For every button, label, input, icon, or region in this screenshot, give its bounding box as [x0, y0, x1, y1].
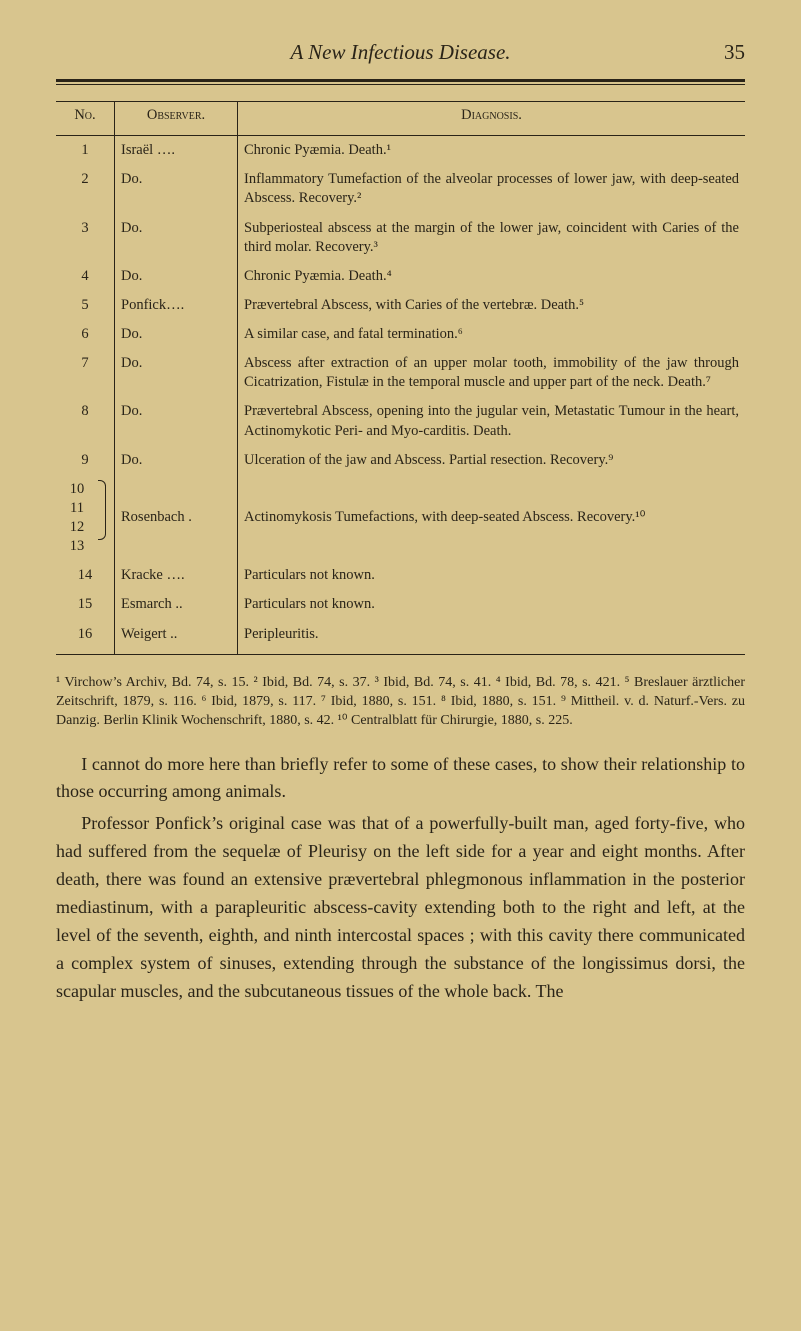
cell-observer: Do.	[115, 262, 238, 291]
cell-diagnosis: Peripleuritis.	[238, 620, 746, 655]
cell-observer: Do.	[115, 349, 238, 397]
table-row: 15 Esmarch .. Particulars not known.	[56, 590, 745, 619]
cell-no: 3	[56, 214, 115, 262]
cell-observer: Do.	[115, 320, 238, 349]
table-row: 14 Kracke …. Particulars not known.	[56, 561, 745, 590]
cell-no: 16	[56, 620, 115, 655]
cell-observer: Kracke ….	[115, 561, 238, 590]
cell-diagnosis: Subperiosteal abscess at the margin of t…	[238, 214, 746, 262]
cell-observer: Do.	[115, 165, 238, 213]
table-row: 16 Weigert .. Peripleuritis.	[56, 620, 745, 655]
rule-top-thick	[56, 79, 745, 82]
cell-diagnosis: Chronic Pyæmia. Death.¹	[238, 136, 746, 166]
table-row: 7 Do. Abscess after extraction of an upp…	[56, 349, 745, 397]
cell-observer: Do.	[115, 214, 238, 262]
cell-no: 10 11 12 13	[56, 475, 92, 562]
cell-observer: Weigert ..	[115, 620, 238, 655]
cell-diagnosis: Inflammatory Tumefaction of the alveolar…	[238, 165, 746, 213]
table-row: 6 Do. A similar case, and fatal terminat…	[56, 320, 745, 349]
cell-no: 15	[56, 590, 115, 619]
running-title: A New Infectious Disease.	[96, 40, 705, 65]
page-number: 35	[705, 40, 745, 65]
cell-no: 1	[56, 136, 115, 166]
bracket-icon	[92, 475, 115, 562]
table-row: 1 Israël …. Chronic Pyæmia. Death.¹	[56, 136, 745, 166]
cell-observer: Rosenbach .	[115, 475, 238, 562]
cell-no: 8	[56, 397, 115, 445]
cell-no: 5	[56, 291, 115, 320]
table-row: 3 Do. Subperiosteal abscess at the margi…	[56, 214, 745, 262]
col-observer: Observer.	[115, 102, 238, 136]
running-head: A New Infectious Disease. 35	[56, 40, 745, 65]
table-row: 5 Ponfick…. Prævertebral Abscess, with C…	[56, 291, 745, 320]
table-header-row: No. Observer. Diagnosis.	[56, 102, 745, 136]
cell-observer: Do.	[115, 397, 238, 445]
paragraph-2: Professor Ponfick’s original case was th…	[56, 810, 745, 1005]
curly-bracket	[98, 480, 106, 540]
bracket-no-12: 12	[62, 518, 92, 537]
diagnosis-table: No. Observer. Diagnosis. 1 Israël …. Chr…	[56, 101, 745, 655]
rule-top-thin	[56, 84, 745, 85]
table-row: 4 Do. Chronic Pyæmia. Death.⁴	[56, 262, 745, 291]
cell-observer: Ponfick….	[115, 291, 238, 320]
cell-diagnosis: Prævertebral Abscess, opening into the j…	[238, 397, 746, 445]
bracket-no-11: 11	[62, 499, 92, 518]
cell-no: 2	[56, 165, 115, 213]
cell-diagnosis: Ulceration of the jaw and Abscess. Parti…	[238, 446, 746, 475]
cell-no: 14	[56, 561, 115, 590]
cell-diagnosis: Chronic Pyæmia. Death.⁴	[238, 262, 746, 291]
table-row-bracket: 10 11 12 13 Rosenbach . Actinomykosis Tu…	[56, 475, 745, 562]
footnotes: ¹ Virchow’s Archiv, Bd. 74, s. 15. ² Ibi…	[56, 673, 745, 731]
body-text: I cannot do more here than briefly refer…	[56, 751, 745, 1006]
bracket-no-13: 13	[62, 537, 92, 556]
cell-diagnosis: A similar case, and fatal termination.⁶	[238, 320, 746, 349]
col-no: No.	[56, 102, 115, 136]
table-row: 9 Do. Ulceration of the jaw and Abscess.…	[56, 446, 745, 475]
cell-no: 6	[56, 320, 115, 349]
cell-diagnosis: Particulars not known.	[238, 590, 746, 619]
cell-no: 4	[56, 262, 115, 291]
cell-observer: Esmarch ..	[115, 590, 238, 619]
cell-diagnosis: Particulars not known.	[238, 561, 746, 590]
cell-no: 9	[56, 446, 115, 475]
cell-observer: Do.	[115, 446, 238, 475]
col-diagnosis: Diagnosis.	[238, 102, 746, 136]
bracket-no-10: 10	[62, 480, 92, 499]
cell-no: 7	[56, 349, 115, 397]
paragraph-1: I cannot do more here than briefly refer…	[56, 751, 745, 807]
cell-diagnosis: Abscess after extraction of an upper mol…	[238, 349, 746, 397]
cell-observer: Israël ….	[115, 136, 238, 166]
cell-diagnosis: Prævertebral Abscess, with Caries of the…	[238, 291, 746, 320]
page: A New Infectious Disease. 35 No. Observe…	[0, 0, 801, 1331]
table-row: 8 Do. Prævertebral Abscess, opening into…	[56, 397, 745, 445]
cell-diagnosis: Actinomykosis Tumefactions, with deep-se…	[238, 475, 746, 562]
table-row: 2 Do. Inflammatory Tumefaction of the al…	[56, 165, 745, 213]
